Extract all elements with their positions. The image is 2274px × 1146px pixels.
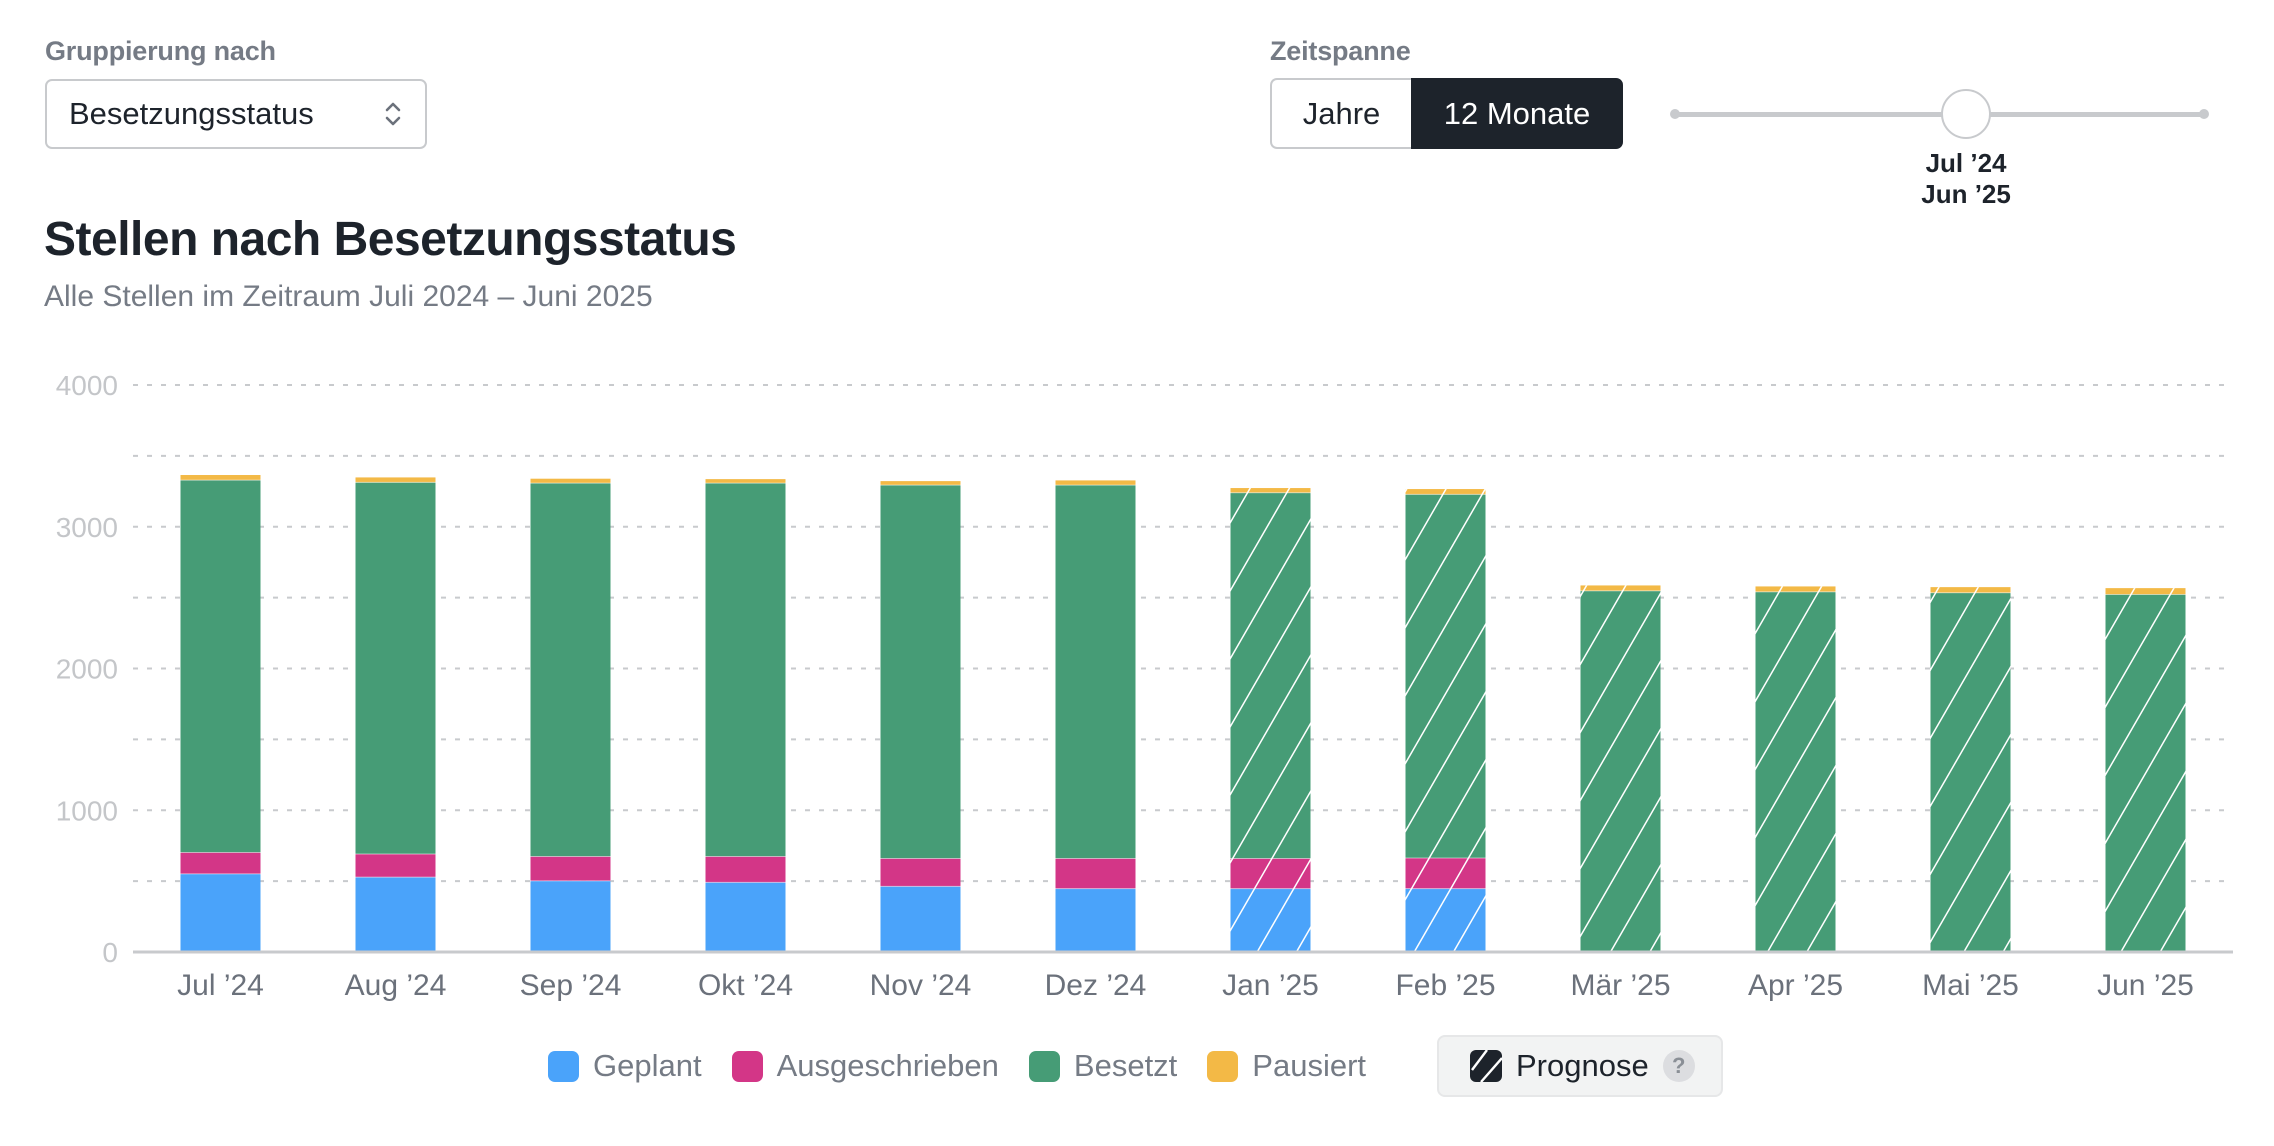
slider-track-end [2199, 109, 2209, 119]
forecast-hatch-overlay [2105, 588, 2186, 952]
x-tick-label: Sep ’24 [520, 969, 622, 1002]
x-tick-label: Mai ’25 [1922, 969, 2019, 1002]
bar-stack[interactable] [355, 477, 436, 952]
bar-segment-besetzt[interactable] [355, 482, 436, 855]
time-range-label: Zeitspanne [1270, 36, 1411, 66]
legend-label: Pausiert [1252, 1048, 1367, 1083]
group-by-label: Gruppierung nach [45, 36, 276, 66]
time-range-slider[interactable] [1670, 89, 2209, 139]
bar-segment-pausiert[interactable] [180, 475, 261, 481]
toggle-option-12-months[interactable]: 12 Monate [1411, 78, 1623, 149]
legend-swatch [731, 1050, 763, 1082]
chart-subtitle: Alle Stellen im Zeitraum Juli 2024 – Jun… [44, 280, 653, 313]
bar-segment-geplant[interactable] [1055, 888, 1136, 952]
toggle-option-years[interactable]: Jahre [1270, 78, 1411, 149]
x-tick-label: Dez ’24 [1045, 969, 1147, 1002]
chart-title: Stellen nach Besetzungsstatus [44, 213, 737, 266]
y-tick-label: 0 [102, 937, 118, 968]
bar-segment-geplant[interactable] [530, 880, 611, 952]
legend-item-ausgeschrieben[interactable]: Ausgeschrieben [731, 1048, 999, 1084]
slider-track-start [1670, 109, 1680, 119]
slider-end-label: Jun ’25 [1921, 179, 2011, 209]
bar-segment-besetzt[interactable] [705, 483, 786, 857]
x-tick-label: Okt ’24 [698, 969, 793, 1002]
group-by-select[interactable]: Besetzungsstatus [45, 79, 427, 149]
x-tick-label: Aug ’24 [345, 969, 447, 1002]
help-icon[interactable]: ? [1662, 1050, 1695, 1082]
bar-segment-pausiert[interactable] [880, 481, 961, 486]
bar-segment-pausiert[interactable] [530, 478, 611, 484]
chart-legend: Geplant Ausgeschrieben Besetzt Pausiert Pro… [0, 1035, 2274, 1097]
bar-segment-pausiert[interactable] [705, 479, 786, 484]
bar-segment-geplant[interactable] [180, 873, 261, 952]
x-tick-label: Jun ’25 [2097, 969, 2194, 1002]
bar-segment-ausgeschrieben[interactable] [705, 856, 786, 883]
slider-range-label: Jul ’24 Jun ’25 [1866, 148, 2066, 210]
forecast-hatch-overlay [1230, 488, 1311, 952]
x-tick-label: Nov ’24 [870, 969, 972, 1002]
legend-swatch [548, 1050, 579, 1082]
bar-segment-besetzt[interactable] [1055, 485, 1136, 859]
legend-item-besetzt[interactable]: Besetzt [1028, 1048, 1178, 1084]
bar-stack[interactable] [1930, 587, 2011, 952]
forecast-hatch-overlay [1755, 586, 1836, 952]
bar-segment-ausgeschrieben[interactable] [880, 858, 961, 887]
bar-stack[interactable] [180, 475, 261, 952]
legend-swatch [1207, 1050, 1239, 1082]
bar-stack[interactable] [1405, 489, 1486, 952]
chevron-up-down-icon [385, 102, 401, 126]
bar-segment-besetzt[interactable] [180, 480, 261, 853]
y-tick-label: 3000 [56, 512, 118, 543]
bar-segment-pausiert[interactable] [1055, 480, 1136, 486]
y-tick-label: 2000 [56, 654, 118, 685]
y-tick-label: 1000 [56, 795, 118, 826]
legend-label: Besetzt [1073, 1048, 1178, 1083]
forecast-hatch-overlay [1405, 489, 1486, 952]
bar-segment-geplant[interactable] [705, 882, 786, 952]
bar-stack[interactable] [1055, 480, 1136, 952]
legend-item-pausiert[interactable]: Pausiert [1207, 1048, 1366, 1084]
bar-segment-ausgeschrieben[interactable] [180, 852, 261, 874]
slider-track[interactable] [1674, 112, 2205, 117]
slider-start-label: Jul ’24 [1925, 148, 2007, 178]
x-tick-label: Mär ’25 [1570, 969, 1670, 1002]
x-tick-label: Jul ’24 [177, 969, 264, 1002]
legend-label: Ausgeschrieben [776, 1048, 999, 1083]
bar-stack[interactable] [1755, 586, 1836, 952]
bar-segment-ausgeschrieben[interactable] [530, 856, 611, 881]
bar-segment-besetzt[interactable] [880, 485, 961, 859]
forecast-hatch-overlay [1580, 585, 1661, 952]
bar-stack[interactable] [705, 479, 786, 952]
bar-stack[interactable] [880, 481, 961, 952]
forecast-legend-label: Prognose [1516, 1048, 1649, 1083]
legend-item-geplant[interactable]: Geplant [548, 1048, 702, 1084]
x-tick-label: Apr ’25 [1748, 969, 1843, 1002]
y-tick-label: 4000 [56, 370, 118, 401]
x-tick-label: Feb ’25 [1395, 969, 1495, 1002]
forecast-hatch-overlay [1930, 587, 2011, 952]
bar-segment-ausgeschrieben[interactable] [355, 854, 436, 878]
legend-label: Geplant [593, 1048, 702, 1083]
bar-stack[interactable] [1580, 585, 1661, 952]
bar-stack[interactable] [1230, 488, 1311, 952]
bar-segment-geplant[interactable] [880, 886, 961, 952]
time-range-toggle: Jahre 12 Monate [1270, 78, 1623, 149]
legend-swatch [1028, 1050, 1060, 1082]
group-by-selected-value: Besetzungsstatus [69, 96, 314, 131]
bar-stack[interactable] [530, 478, 611, 952]
bar-segment-besetzt[interactable] [530, 483, 611, 857]
forecast-hatch-icon [1470, 1050, 1502, 1082]
bar-segment-geplant[interactable] [355, 877, 436, 952]
bar-segment-ausgeschrieben[interactable] [1055, 858, 1136, 889]
x-tick-label: Jan ’25 [1222, 969, 1319, 1002]
slider-thumb[interactable] [1941, 89, 1992, 139]
bar-stack[interactable] [2105, 588, 2186, 952]
bar-segment-pausiert[interactable] [355, 477, 436, 483]
forecast-legend-toggle[interactable]: Prognose ? [1437, 1035, 1723, 1097]
